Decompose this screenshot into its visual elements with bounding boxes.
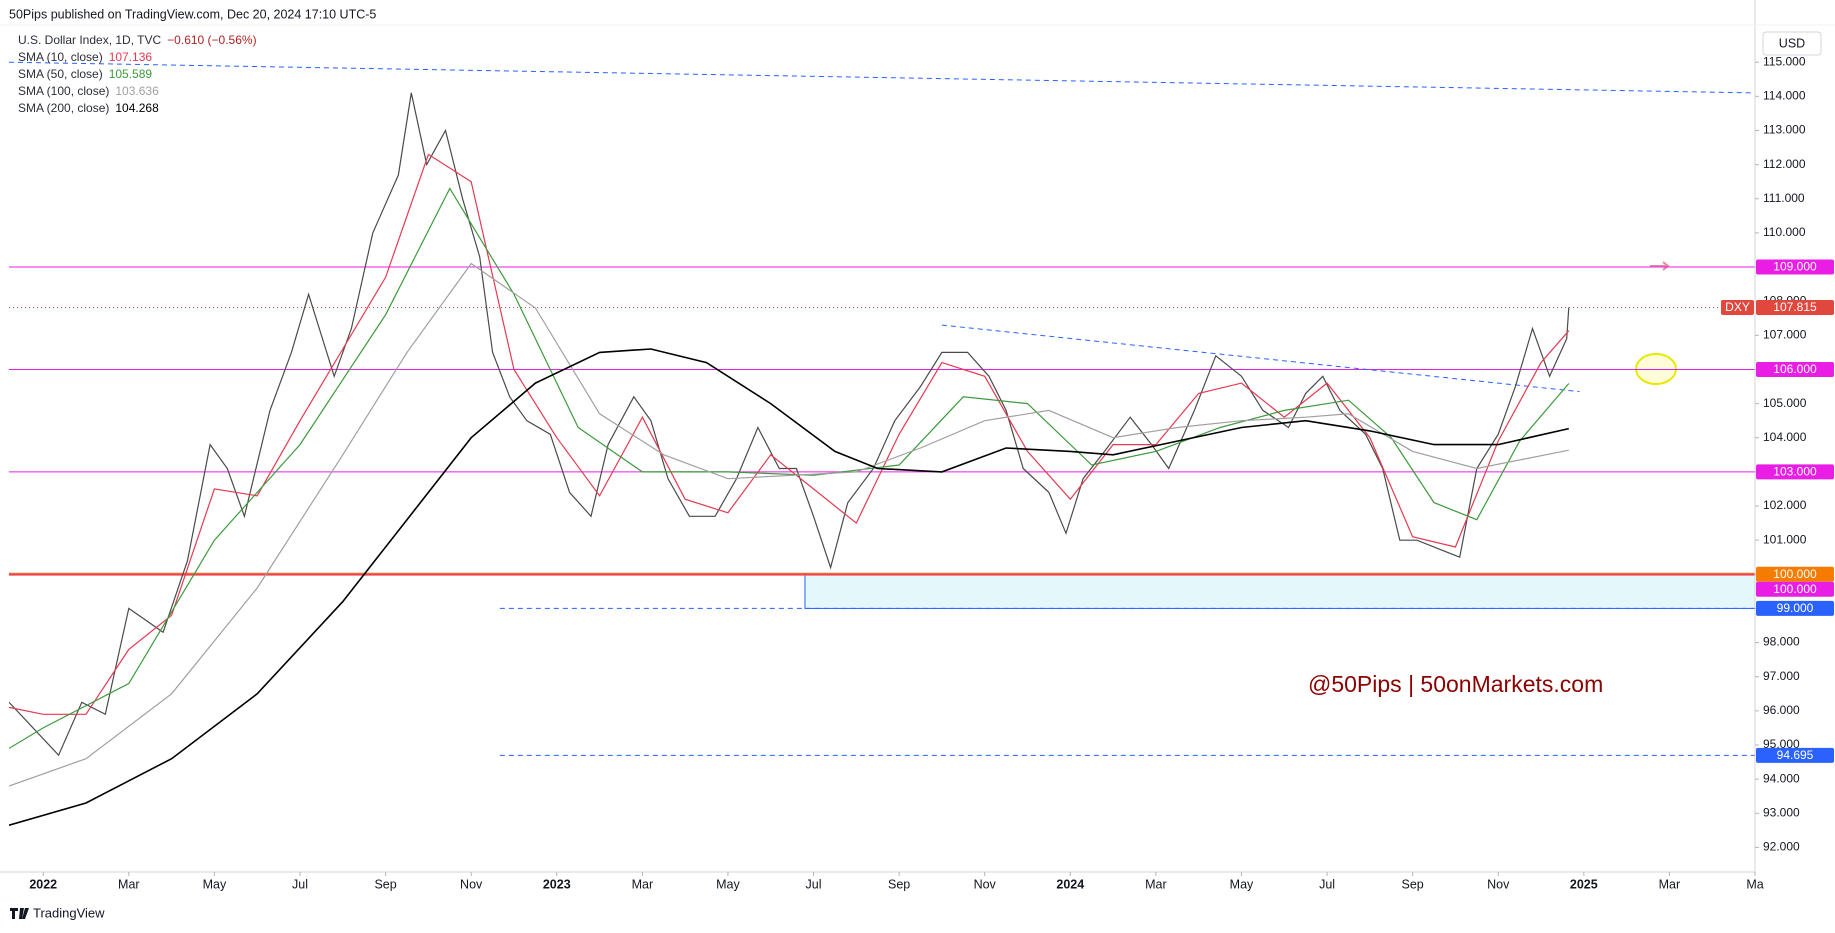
x-tick-label: Nov xyxy=(974,877,997,891)
x-tick-label: Mar xyxy=(1145,877,1167,891)
legend-value: 105.589 xyxy=(109,67,153,81)
logo xyxy=(10,908,29,919)
x-tick-label: Mar xyxy=(118,877,140,891)
x-tick-label: Ma xyxy=(1746,877,1763,891)
trendline xyxy=(9,61,1755,94)
y-tick-label: 115.000 xyxy=(1763,54,1806,68)
last-price-label-box xyxy=(1756,299,1834,315)
sma-line xyxy=(9,187,1570,749)
zone xyxy=(804,573,1755,609)
y-tick-label: 113.000 xyxy=(1763,123,1806,137)
last-price-label: 107.815 xyxy=(1773,300,1817,314)
level-label: 106.000 xyxy=(1773,362,1817,376)
y-tick-label: 104.000 xyxy=(1763,430,1807,444)
x-tick-label: Jul xyxy=(292,877,308,891)
x-tick-label: Mar xyxy=(1659,877,1681,891)
level-label-box xyxy=(1756,361,1834,377)
x-tick-label: Nov xyxy=(1487,877,1510,891)
watermark: @50Pips | 50onMarkets.com xyxy=(1308,671,1603,697)
y-tick-label: 98.000 xyxy=(1763,635,1800,649)
y-tick-label: 95.000 xyxy=(1763,737,1800,751)
legend-change: −0.610 (−0.56%) xyxy=(167,33,256,47)
y-tick-label: 93.000 xyxy=(1763,805,1800,819)
legend-name: SMA (100, close) xyxy=(18,84,109,98)
legend-name: SMA (200, close) xyxy=(18,101,109,115)
x-tick-label: May xyxy=(1230,877,1254,891)
level-label-box xyxy=(1756,600,1834,616)
sma-line xyxy=(9,262,1569,787)
x-tick-label: May xyxy=(203,877,227,891)
level-label-box xyxy=(1756,581,1834,597)
level-label: 100.000 xyxy=(1773,567,1817,581)
x-tick-label: Sep xyxy=(888,877,910,891)
symbol-label: DXY xyxy=(1725,300,1750,314)
level-label-box xyxy=(1756,259,1834,275)
legend-name: U.S. Dollar Index, 1D, TVC xyxy=(18,33,161,47)
legend-value: 104.268 xyxy=(115,101,159,115)
y-tick-label: 97.000 xyxy=(1763,669,1800,683)
level-label-box xyxy=(1756,747,1834,763)
level-label: 99.000 xyxy=(1777,601,1814,615)
x-tick-label: Jul xyxy=(806,877,822,891)
level-label-box xyxy=(1756,566,1834,582)
y-tick-label: 111.000 xyxy=(1763,191,1805,205)
y-tick-label: 114.000 xyxy=(1763,89,1806,103)
legend-name: SMA (50, close) xyxy=(18,67,103,81)
plot-area xyxy=(9,61,1755,826)
y-tick-label: 102.000 xyxy=(1763,498,1807,512)
level-label: 103.000 xyxy=(1773,465,1817,479)
level-label: 94.695 xyxy=(1777,748,1814,762)
y-tick-label: 92.000 xyxy=(1763,840,1800,854)
level-label: 100.000 xyxy=(1773,582,1817,596)
legend-value: 107.136 xyxy=(109,50,153,64)
header: 50Pips published on TradingView.com, Dec… xyxy=(9,7,376,21)
x-tick-label: Sep xyxy=(374,877,396,891)
symbol-box xyxy=(1721,299,1754,315)
x-tick-label: 2025 xyxy=(1570,877,1598,891)
sma-line xyxy=(9,348,1569,826)
price-line xyxy=(9,92,1570,757)
arrow-icon xyxy=(1650,261,1670,271)
currency-box[interactable] xyxy=(1762,31,1822,56)
level-label-box xyxy=(1756,464,1834,480)
sma-line xyxy=(9,153,1570,715)
trendline xyxy=(941,324,1580,393)
y-tick-label: 110.000 xyxy=(1763,225,1806,239)
y-tick-label: 105.000 xyxy=(1763,396,1807,410)
x-tick-label: May xyxy=(716,877,740,891)
y-tick-label: 107.000 xyxy=(1763,327,1807,341)
x-tick-label: 2024 xyxy=(1056,877,1084,891)
x-tick-label: Nov xyxy=(460,877,483,891)
level-label: 109.000 xyxy=(1773,260,1817,274)
legend-name: SMA (10, close) xyxy=(18,50,103,64)
y-tick-label: 94.000 xyxy=(1763,771,1800,785)
y-tick-label: 96.000 xyxy=(1763,703,1800,717)
x-tick-label: Jul xyxy=(1319,877,1335,891)
y-tick-label: 112.000 xyxy=(1763,157,1806,171)
x-tick-label: Sep xyxy=(1402,877,1424,891)
x-tick-label: Mar xyxy=(632,877,654,891)
currency: USD xyxy=(1779,36,1805,50)
legend-value: 103.636 xyxy=(115,84,159,98)
x-tick-label: 2022 xyxy=(29,877,57,891)
footer: TradingView xyxy=(33,905,105,920)
y-tick-label: 101.000 xyxy=(1763,532,1807,546)
x-tick-label: 2023 xyxy=(543,877,571,891)
